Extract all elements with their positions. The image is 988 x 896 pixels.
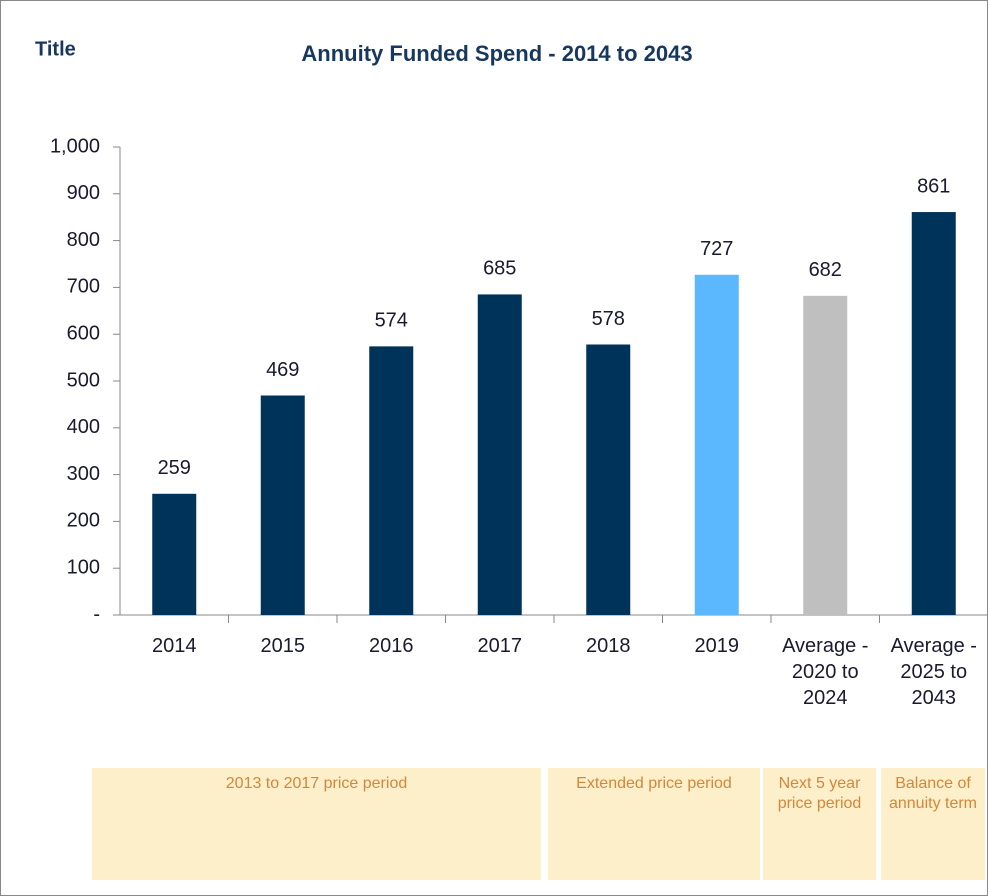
y-tick-label: 600 xyxy=(67,322,100,344)
y-tick-label: 900 xyxy=(67,182,100,204)
bar xyxy=(152,493,197,615)
chart-title: Annuity Funded Spend - 2014 to 2043 xyxy=(301,41,692,66)
y-tick-label: - xyxy=(93,603,100,625)
bar xyxy=(477,294,522,615)
x-tick-label: Average - 2025 to 2043 xyxy=(890,635,977,709)
bar xyxy=(260,395,305,615)
y-tick-label: 300 xyxy=(67,463,100,485)
x-tick-label: 2016 xyxy=(369,635,414,657)
value-label: 574 xyxy=(375,310,408,332)
y-tick-label: 500 xyxy=(67,369,100,391)
annotation: Extended price period xyxy=(548,768,760,880)
value-label: 578 xyxy=(592,308,625,330)
y-tick-label: 1,000 xyxy=(50,135,100,157)
value-label: 682 xyxy=(809,259,842,281)
value-label: 861 xyxy=(917,175,950,197)
y-tick-label: 200 xyxy=(67,510,100,532)
bar xyxy=(586,344,631,615)
bar xyxy=(803,295,848,615)
annotation: Balance of annuity term xyxy=(881,768,985,880)
value-label: 259 xyxy=(158,457,191,479)
x-tick-label: 2014 xyxy=(152,635,197,657)
y-tick-label: 700 xyxy=(67,276,100,298)
value-label: 469 xyxy=(266,359,299,381)
x-tick-label: 2019 xyxy=(694,635,740,657)
y-tick-label: 100 xyxy=(67,556,100,578)
bar xyxy=(694,274,739,615)
x-tick-label: 2015 xyxy=(260,635,306,657)
y-tick-label: 800 xyxy=(67,229,100,251)
x-tick-label: Average - 2020 to 2024 xyxy=(782,635,869,709)
bar xyxy=(369,346,414,615)
label: Title xyxy=(35,38,76,60)
x-tick-label: 2018 xyxy=(586,635,631,657)
x-tick-label: 2017 xyxy=(477,635,523,657)
annotation: Next 5 year price period xyxy=(763,768,876,880)
annotation: 2013 to 2017 price period xyxy=(92,768,541,880)
value-label: 727 xyxy=(700,238,733,260)
y-tick-label: 400 xyxy=(67,416,100,438)
bar xyxy=(911,212,956,615)
value-label: 685 xyxy=(483,258,516,280)
